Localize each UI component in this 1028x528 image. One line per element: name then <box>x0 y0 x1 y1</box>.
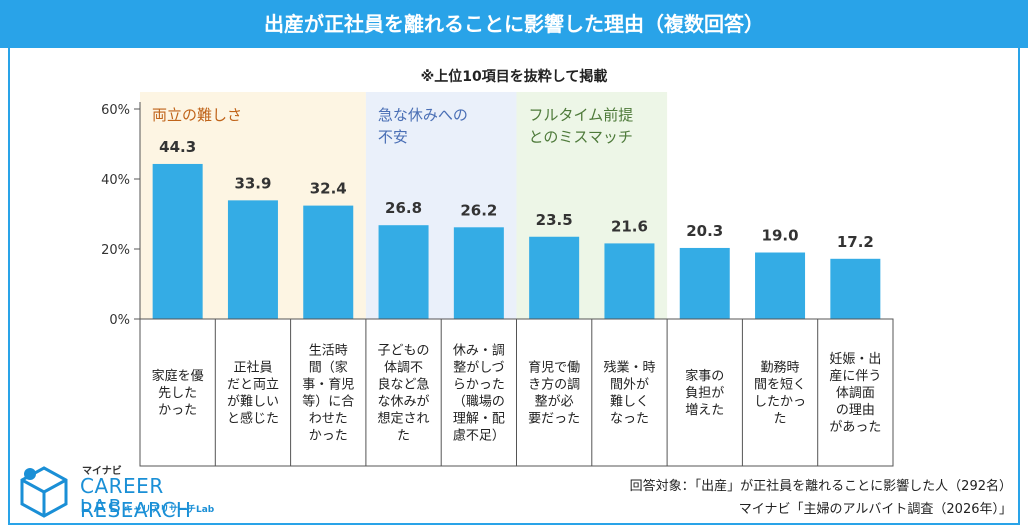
category-label: （職場の <box>453 395 505 410</box>
bar <box>529 236 580 319</box>
footnote-source: マイナビ「主婦のアルバイト調査（2026年）」 <box>738 502 1012 517</box>
category-label: 先した <box>158 386 197 401</box>
category-label: したかっ <box>754 395 806 410</box>
category-label: 負担が <box>685 386 724 401</box>
category-label: 良など急 <box>378 377 430 393</box>
bar <box>453 227 504 319</box>
category-label: と感じた <box>227 411 279 427</box>
category-label: わせた <box>309 412 348 427</box>
category-label: 事・育児 <box>302 377 354 393</box>
y-tick-label: 20% <box>101 243 130 258</box>
bar <box>227 200 278 319</box>
data-label: 32.4 <box>310 180 347 198</box>
group-label: とのミスマッチ <box>529 128 633 146</box>
category-label: 子どもの <box>378 344 430 359</box>
category-label: 間（家 <box>309 360 348 376</box>
category-label: だと両立 <box>227 378 279 393</box>
category-label: 育児で働 <box>528 360 580 376</box>
category-label: 増えた <box>685 403 724 418</box>
category-label: なった <box>610 412 649 427</box>
data-label: 19.0 <box>762 227 799 245</box>
logo-kana-text: キャリアリサーチLab <box>124 505 215 515</box>
footnote-target: 回答対象：「出産」が正社員を離れることに影響した人（292名） <box>629 479 1012 494</box>
category-label: 等）に合 <box>302 394 354 410</box>
chart-frame <box>8 48 1020 525</box>
category-label: 体調不 <box>384 361 423 376</box>
group-label: 不安 <box>378 128 408 146</box>
bar <box>378 225 429 319</box>
group-label: フルタイム前提 <box>529 106 634 124</box>
data-label: 44.3 <box>159 138 196 156</box>
category-label: 残業・時 <box>603 360 655 376</box>
category-label: かった <box>309 429 348 444</box>
group-label: 両立の難しさ <box>152 106 242 124</box>
category-label: な休みが <box>378 395 430 410</box>
category-label: かった <box>158 403 197 418</box>
category-label: 慮不足） <box>453 429 505 444</box>
category-label: き方の調 <box>528 377 580 393</box>
category-label: 理解・配 <box>453 412 505 427</box>
bar <box>152 163 203 319</box>
category-label: 想定され <box>378 411 430 427</box>
logo-mynavi-text: マイナビ <box>82 466 122 477</box>
category-label: 難しく <box>610 395 649 410</box>
category-label: 正社員 <box>233 360 272 376</box>
category-label: があった <box>829 420 881 435</box>
cube-logo-icon <box>20 466 68 518</box>
logo-career-research-text: CAREER RESEARCH <box>80 474 192 522</box>
category-label: 体調面 <box>836 386 875 401</box>
data-label: 33.9 <box>234 174 271 192</box>
category-label: 整がしづ <box>453 361 504 376</box>
y-tick-label: 60% <box>101 103 130 118</box>
bar <box>830 258 881 319</box>
category-label: が難しい <box>227 395 279 410</box>
data-label: 17.2 <box>837 233 874 251</box>
data-label: 21.6 <box>611 217 648 235</box>
data-label: 26.8 <box>385 199 422 217</box>
chart-title: 出産が正社員を離れることに影響した理由（複数回答） <box>0 0 1028 48</box>
y-tick-label: 40% <box>101 173 130 188</box>
category-label: の理由 <box>836 403 875 418</box>
logo: マイナビ CAREER RESEARCH LAB キャリアリサーチLab <box>14 458 274 522</box>
bar <box>679 247 730 319</box>
logo-lab-text: LAB <box>80 496 125 517</box>
chart-subtitle: ※上位10項目を抜粋して掲載 <box>420 69 608 85</box>
category-label: 休み・調 <box>453 344 505 359</box>
category-label: 勤務時 <box>761 361 800 376</box>
y-tick-label: 0% <box>109 313 130 328</box>
category-label: 間を短く <box>754 378 806 393</box>
category-label: 家庭を優 <box>152 368 204 384</box>
category-label: 整が必 <box>535 395 574 410</box>
data-label: 23.5 <box>536 211 573 229</box>
bar <box>303 205 354 319</box>
category-label: 生活時 <box>309 344 348 359</box>
category-label: た <box>774 412 787 427</box>
data-label: 20.3 <box>686 222 723 240</box>
bar <box>604 243 655 319</box>
category-label: 妊娠・出 <box>829 352 881 367</box>
category-label: 家事の <box>685 368 724 384</box>
category-label: 産に伴う <box>829 368 881 384</box>
data-label: 26.2 <box>460 201 497 219</box>
category-label: らかった <box>453 378 505 393</box>
category-label: た <box>397 429 410 444</box>
category-label: 要だった <box>528 412 580 427</box>
group-label: 急な休みへの <box>378 106 468 124</box>
bar <box>755 252 806 319</box>
category-label: 間外が <box>610 378 649 393</box>
